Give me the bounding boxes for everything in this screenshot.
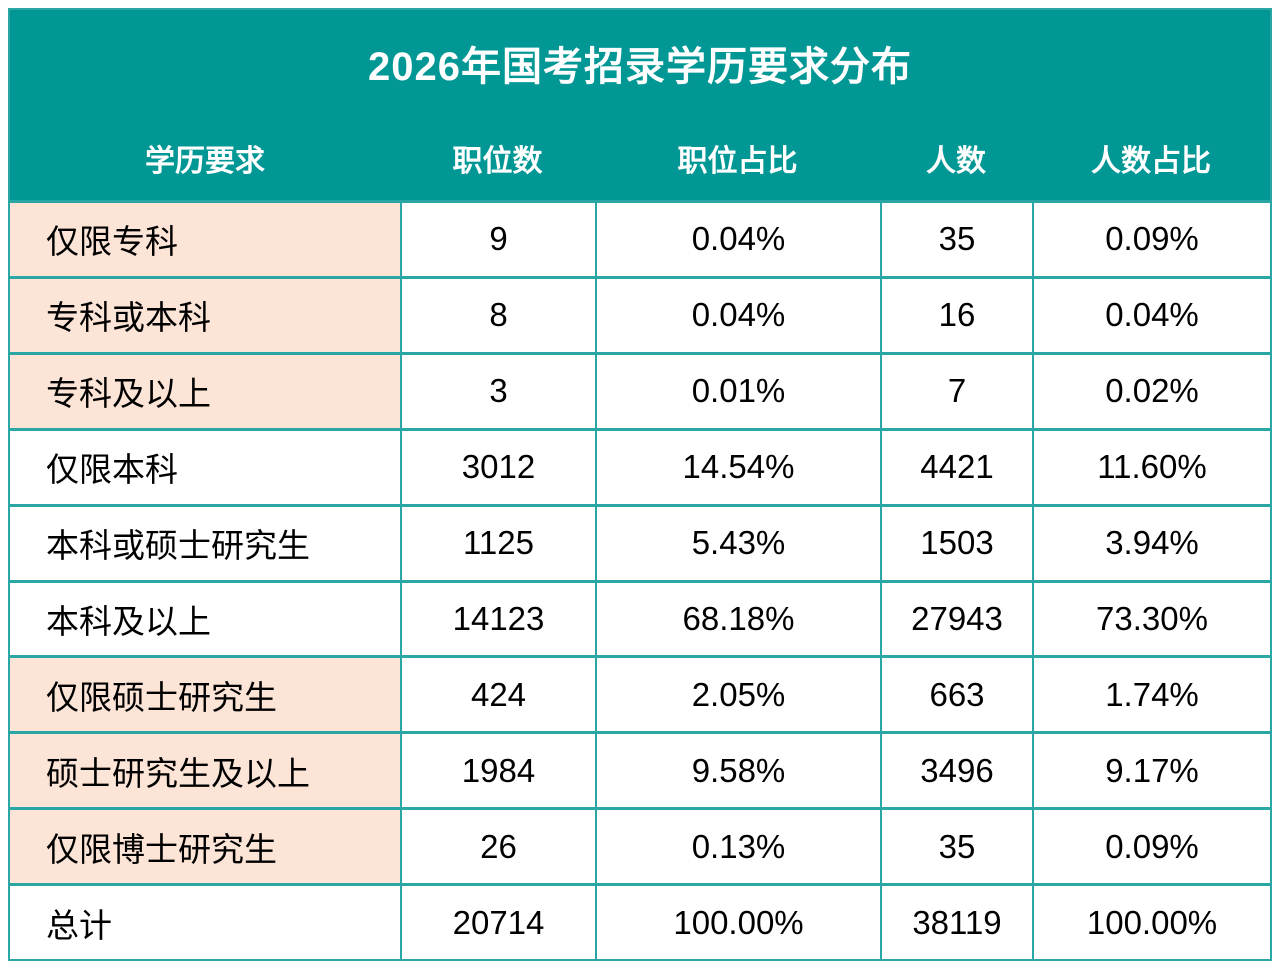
position-percentage-cell: 68.18%	[595, 582, 880, 656]
people-percentage-cell: 100.00%	[1032, 886, 1270, 960]
people-percentage-cell: 0.09%	[1032, 810, 1270, 884]
people-percentage-cell: 1.74%	[1032, 658, 1270, 732]
column-header-position-count: 职位数	[452, 145, 543, 178]
table-header-row: 学历要求 职位数 职位占比 人数 人数占比	[10, 116, 1270, 200]
row-label-cell: 专科或本科	[10, 278, 400, 352]
people-percentage-cell: 11.60%	[1032, 430, 1270, 504]
table-row: 仅限博士研究生 26 0.13% 35 0.09%	[10, 807, 1270, 884]
position-percentage-cell: 9.58%	[595, 734, 880, 808]
people-count-cell: 27943	[880, 582, 1032, 656]
people-count-cell: 35	[880, 810, 1032, 884]
column-header-education-requirement: 学历要求	[145, 145, 265, 178]
people-count-cell: 7	[880, 354, 1032, 428]
people-count-cell: 16	[880, 278, 1032, 352]
people-count-cell: 663	[880, 658, 1032, 732]
position-percentage-cell: 0.04%	[595, 203, 880, 276]
position-percentage-cell: 0.01%	[595, 354, 880, 428]
position-count-cell: 1984	[400, 734, 595, 808]
position-count-cell: 20714	[400, 886, 595, 960]
table-row: 仅限本科 3012 14.54% 4421 11.60%	[10, 427, 1270, 504]
people-count-cell: 4421	[880, 430, 1032, 504]
position-count-cell: 8	[400, 278, 595, 352]
position-count-cell: 14123	[400, 582, 595, 656]
table-row: 仅限硕士研究生 424 2.05% 663 1.74%	[10, 655, 1270, 732]
position-percentage-cell: 0.04%	[595, 278, 880, 352]
people-count-cell: 35	[880, 203, 1032, 276]
row-label-cell: 仅限专科	[10, 203, 400, 276]
people-percentage-cell: 3.94%	[1032, 506, 1270, 580]
education-requirements-table: 2026年国考招录学历要求分布 学历要求 职位数 职位占比 人数 人数占比 仅限…	[8, 8, 1272, 961]
position-percentage-cell: 0.13%	[595, 810, 880, 884]
position-count-cell: 9	[400, 203, 595, 276]
row-label-cell: 仅限本科	[10, 430, 400, 504]
row-label-cell: 仅限硕士研究生	[10, 658, 400, 732]
people-count-cell: 38119	[880, 886, 1032, 960]
row-label-cell: 本科或硕士研究生	[10, 506, 400, 580]
table-row: 专科及以上 3 0.01% 7 0.02%	[10, 351, 1270, 428]
position-count-cell: 1125	[400, 506, 595, 580]
position-count-cell: 26	[400, 810, 595, 884]
people-percentage-cell: 9.17%	[1032, 734, 1270, 808]
people-percentage-cell: 0.09%	[1032, 203, 1270, 276]
table-row: 专科或本科 8 0.04% 16 0.04%	[10, 275, 1270, 352]
people-percentage-cell: 0.02%	[1032, 354, 1270, 428]
row-label-cell: 硕士研究生及以上	[10, 734, 400, 808]
people-percentage-cell: 0.04%	[1032, 278, 1270, 352]
position-count-cell: 3	[400, 354, 595, 428]
table-row-total: 总计 20714 100.00% 38119 100.00%	[10, 883, 1270, 960]
position-percentage-cell: 2.05%	[595, 658, 880, 732]
people-count-cell: 1503	[880, 506, 1032, 580]
column-header-people-percentage: 人数占比	[1091, 145, 1211, 178]
people-percentage-cell: 73.30%	[1032, 582, 1270, 656]
row-label-cell: 总计	[10, 886, 400, 960]
table-row: 仅限专科 9 0.04% 35 0.09%	[10, 200, 1270, 276]
table-row: 本科或硕士研究生 1125 5.43% 1503 3.94%	[10, 503, 1270, 580]
table-title-band: 2026年国考招录学历要求分布	[10, 10, 1270, 116]
row-label-cell: 本科及以上	[10, 582, 400, 656]
people-count-cell: 3496	[880, 734, 1032, 808]
row-label-cell: 专科及以上	[10, 354, 400, 428]
position-percentage-cell: 100.00%	[595, 886, 880, 960]
position-count-cell: 424	[400, 658, 595, 732]
position-percentage-cell: 5.43%	[595, 506, 880, 580]
table-row: 本科及以上 14123 68.18% 27943 73.30%	[10, 579, 1270, 656]
column-header-position-percentage: 职位占比	[677, 145, 798, 178]
column-header-people-count: 人数	[926, 145, 986, 178]
table-title: 2026年国考招录学历要求分布	[368, 45, 912, 89]
position-count-cell: 3012	[400, 430, 595, 504]
table-row: 硕士研究生及以上 1984 9.58% 3496 9.17%	[10, 731, 1270, 808]
position-percentage-cell: 14.54%	[595, 430, 880, 504]
row-label-cell: 仅限博士研究生	[10, 810, 400, 884]
